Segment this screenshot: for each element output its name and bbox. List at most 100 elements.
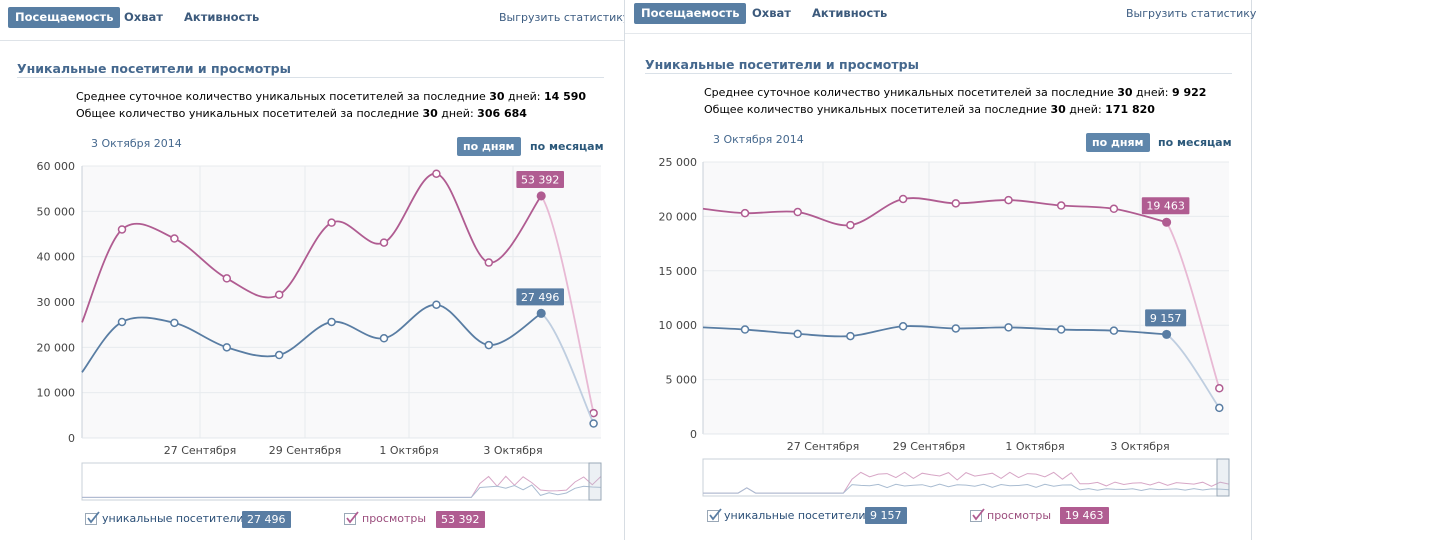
data-point	[432, 300, 441, 309]
value-tooltip-label: 9 157	[1150, 312, 1182, 325]
tab-attendance[interactable]: Посещаемость	[634, 3, 747, 24]
data-point	[793, 207, 802, 217]
data-point	[846, 331, 855, 341]
data-point	[432, 169, 441, 178]
data-point	[327, 218, 336, 227]
tabs-bar: Посещаемость Охват Активность Выгрузить …	[625, 0, 1256, 34]
data-point	[379, 238, 389, 247]
checkmark-icon	[972, 508, 985, 521]
y-tick-label: 20 000	[37, 341, 76, 354]
data-point	[484, 258, 494, 267]
stats-panel-right: Посещаемость Охват Активность Выгрузить …	[624, 0, 1256, 540]
current-date-label: 3 Октября 2014	[713, 133, 804, 146]
visitors-value-badge: 9 157	[865, 507, 907, 524]
y-tick-label: 30 000	[37, 296, 76, 309]
checkmark-icon	[709, 508, 722, 521]
y-tick-label: 10 000	[37, 387, 76, 400]
data-point	[1056, 325, 1066, 334]
data-point	[898, 194, 908, 204]
visitors-checkbox[interactable]	[707, 508, 722, 522]
stat-average-daily: Среднее суточное количество уникальных п…	[76, 90, 587, 103]
tab-attendance[interactable]: Посещаемость	[8, 7, 121, 28]
value-tooltip-label: 53 392	[521, 173, 560, 186]
data-point	[589, 419, 598, 428]
data-point	[793, 329, 802, 339]
data-point	[536, 191, 546, 201]
tab-reach[interactable]: Охват	[124, 10, 163, 24]
y-tick-label: 0	[68, 432, 75, 445]
x-tick-label: 29 Сентября	[269, 444, 342, 457]
navigator-series-line	[82, 484, 602, 498]
section-divider	[645, 73, 1232, 74]
stat-average-daily: Среднее суточное количество уникальных п…	[704, 86, 1207, 99]
section-title: Уникальные посетители и просмотры	[645, 57, 919, 72]
data-point	[170, 234, 179, 243]
plot-area	[703, 162, 1229, 434]
data-point	[1162, 329, 1172, 339]
by-days-button[interactable]: по дням	[1086, 133, 1150, 152]
series-line-projection	[540, 312, 595, 424]
checkmark-icon	[346, 511, 359, 524]
series-line-projection	[540, 195, 595, 414]
tab-reach[interactable]: Охват	[752, 6, 791, 20]
y-tick-label: 5 000	[666, 374, 698, 387]
series-line	[702, 197, 1167, 227]
visitors-legend-label[interactable]: уникальные посетители	[102, 512, 244, 525]
series-line	[702, 325, 1167, 338]
export-stats-link[interactable]: Выгрузить статистику	[499, 11, 630, 24]
data-point	[327, 317, 336, 327]
tabs-bar: Посещаемость Охват Активность Выгрузить …	[0, 0, 629, 41]
data-point	[222, 274, 232, 283]
x-tick-label: 1 Октября	[379, 444, 438, 457]
checkmark-icon	[87, 511, 100, 524]
data-point	[1215, 403, 1224, 413]
visitors-legend-label[interactable]: уникальные посетители	[724, 509, 866, 522]
data-point	[1109, 326, 1119, 335]
series-line-projection	[1165, 221, 1221, 389]
by-days-button[interactable]: по дням	[457, 137, 521, 156]
y-tick-label: 25 000	[659, 156, 698, 169]
x-tick-label: 27 Сентября	[787, 440, 860, 453]
data-point	[274, 290, 284, 299]
range-navigator	[81, 462, 602, 501]
y-tick-label: 20 000	[659, 210, 698, 223]
section-divider	[17, 77, 604, 78]
y-tick-label: 0	[690, 428, 697, 441]
data-point	[1004, 323, 1013, 332]
views-legend-label[interactable]: просмотры	[362, 512, 427, 525]
data-point	[1004, 195, 1013, 205]
x-tick-label: 27 Сентября	[164, 444, 237, 457]
views-value-badge: 19 463	[1060, 507, 1109, 524]
tab-activity[interactable]: Активность	[812, 6, 888, 20]
series-line	[81, 303, 542, 373]
views-checkbox[interactable]	[344, 511, 359, 525]
data-point	[951, 199, 961, 208]
series-line-projection	[1166, 333, 1221, 409]
tab-activity[interactable]: Активность	[184, 10, 260, 24]
navigator-window-handle	[588, 462, 602, 501]
navigator-series-line	[703, 483, 1230, 494]
visitors-checkbox[interactable]	[85, 511, 100, 525]
views-checkbox[interactable]	[970, 508, 985, 522]
data-point	[740, 208, 750, 218]
data-point	[117, 225, 127, 234]
visitors-views-chart: 0 5 000 10 000 15 000 20 000 25 000 27 Сентябр…	[659, 156, 1230, 497]
data-point	[222, 343, 232, 352]
views-legend-label[interactable]: просмотры	[987, 509, 1052, 522]
x-tick-label: 1 Октября	[1005, 440, 1064, 453]
data-point	[170, 318, 179, 328]
stat-total: Общее количество уникальных посетителей …	[76, 107, 527, 120]
data-point	[740, 325, 750, 334]
data-point	[846, 220, 855, 230]
data-point	[484, 340, 494, 350]
x-tick-label: 3 Октября	[1110, 440, 1169, 453]
by-months-button[interactable]: по месяцам	[1158, 136, 1232, 149]
export-stats-link[interactable]: Выгрузить статистику	[1126, 7, 1257, 20]
series-line	[81, 172, 542, 323]
y-tick-label: 40 000	[37, 251, 76, 264]
data-point	[117, 317, 127, 327]
value-tooltip-label: 19 463	[1146, 200, 1185, 213]
by-months-button[interactable]: по месяцам	[530, 140, 604, 153]
stat-total: Общее количество уникальных посетителей …	[704, 103, 1155, 116]
x-tick-label: 29 Сентября	[893, 440, 966, 453]
